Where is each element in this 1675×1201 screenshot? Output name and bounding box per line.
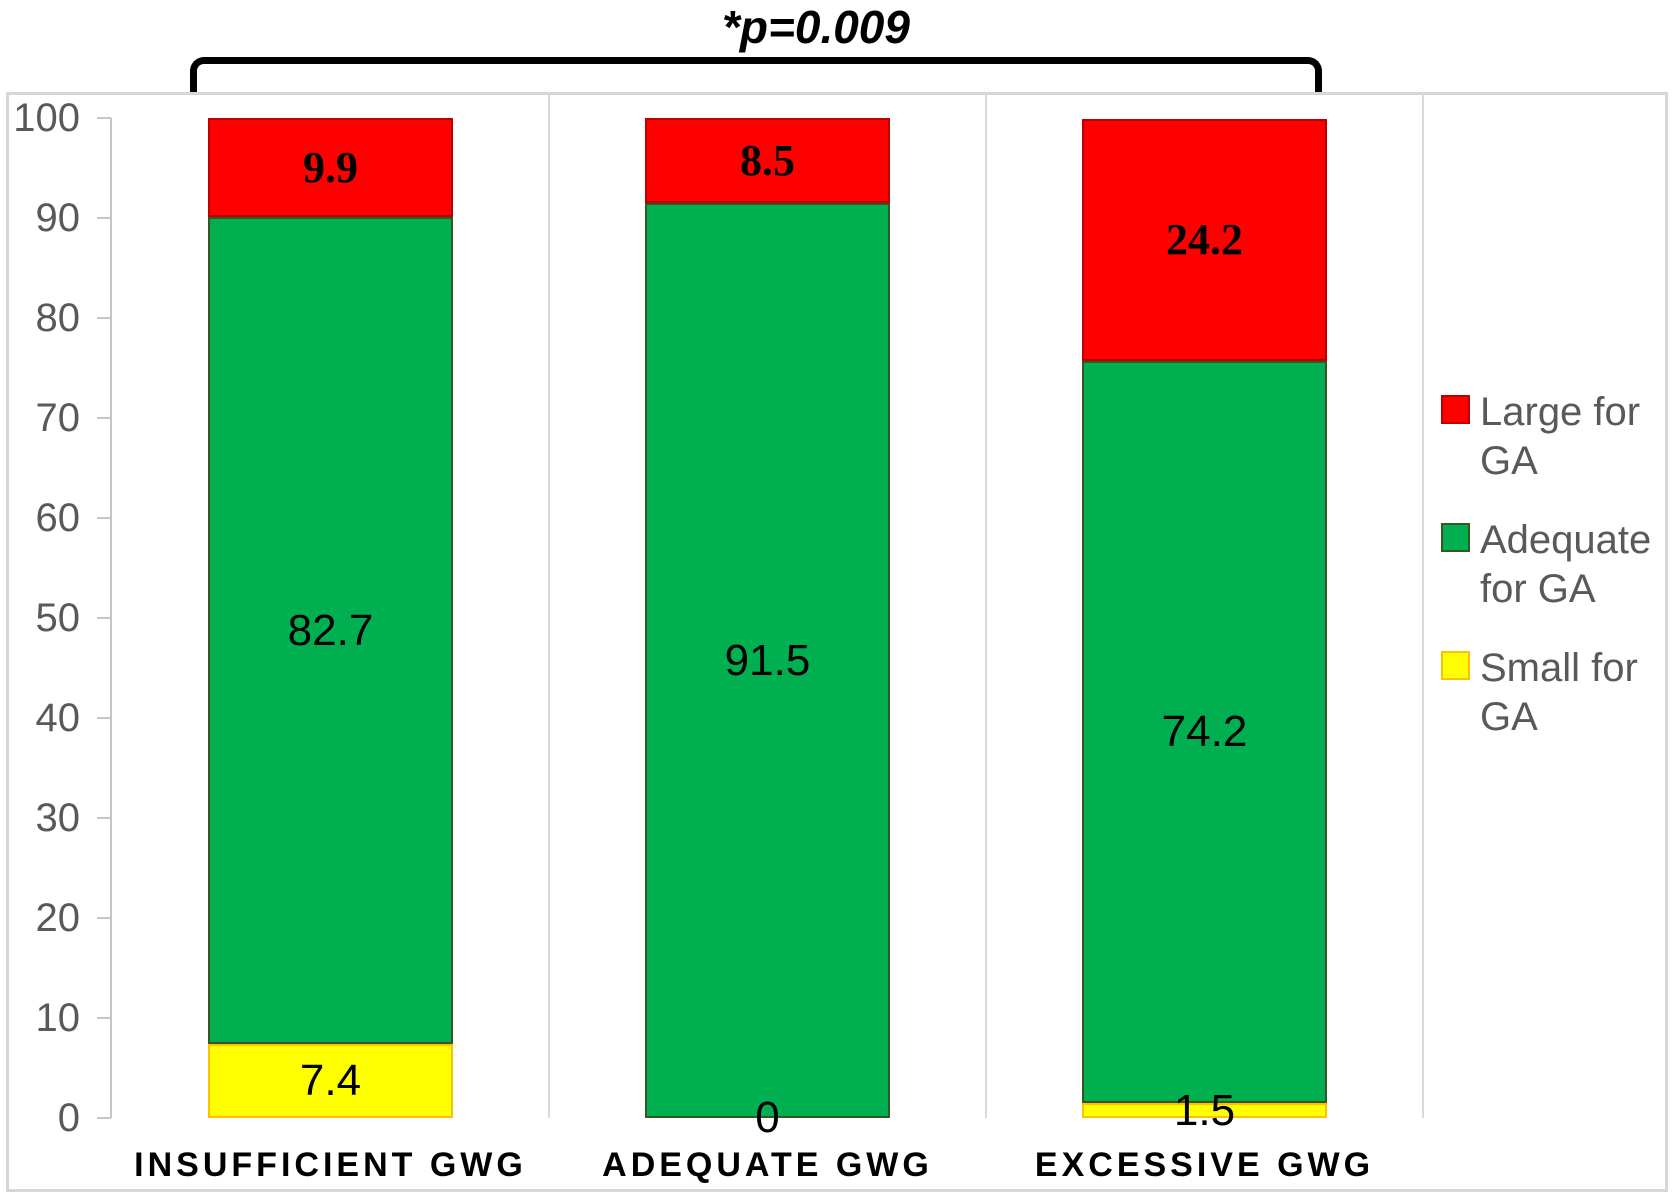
bar-segment-large-for-ga	[208, 118, 453, 217]
y-axis-tick	[97, 1017, 111, 1019]
plot-right-border	[1422, 92, 1424, 1118]
data-label-large-for-ga: 8.5	[740, 135, 795, 185]
y-axis-tick-label: 50	[35, 596, 81, 640]
bar-segment-adequate-for-ga	[1082, 361, 1327, 1103]
y-axis-tick-label: 0	[57, 1096, 80, 1140]
y-axis-tick	[97, 617, 111, 619]
legend-swatch-small-for-ga	[1441, 651, 1470, 680]
y-axis-tick	[97, 917, 111, 919]
category-separator	[985, 92, 987, 1118]
legend-label: Large for GA	[1480, 390, 1641, 483]
significance-bracket	[190, 57, 1322, 92]
legend-item-large-for-ga: Large for GA	[1441, 388, 1675, 486]
data-label-adequate-for-ga: 82.7	[287, 605, 374, 655]
category-label: EXCESSIVE GWG	[1034, 1146, 1375, 1184]
significance-label: *p=0.009	[722, 1, 910, 53]
y-axis-tick	[97, 1117, 111, 1119]
legend-label: Small for GA	[1480, 646, 1638, 739]
category-separator	[548, 92, 550, 1118]
legend-label: Adequate for GA	[1480, 518, 1652, 611]
y-axis-tick	[97, 717, 111, 719]
data-label-small-for-ga: 1.5	[1173, 1085, 1236, 1135]
bar-segment-small-for-ga	[208, 1044, 453, 1118]
y-axis-tick-label: 90	[35, 196, 81, 240]
y-axis-tick-label: 70	[35, 396, 81, 440]
data-label-adequate-for-ga: 74.2	[1161, 707, 1248, 756]
y-axis-tick	[97, 117, 111, 119]
legend-swatch-large-for-ga	[1441, 395, 1470, 424]
y-axis-tick	[97, 817, 111, 819]
data-label-large-for-ga: 24.2	[1166, 215, 1243, 264]
y-axis-tick-label: 20	[35, 896, 81, 940]
y-axis-line	[110, 118, 112, 1118]
bar-segment-adequate-for-ga	[208, 217, 453, 1044]
y-axis-tick-label: 60	[35, 496, 81, 540]
y-axis-tick	[97, 417, 111, 419]
legend-item-adequate-for-ga: Adequate for GA	[1441, 516, 1675, 614]
legend-swatch-adequate-for-ga	[1441, 523, 1470, 552]
y-axis-tick-label: 100	[13, 96, 80, 140]
category-label: ADEQUATE GWG	[602, 1146, 933, 1184]
y-axis-tick-label: 30	[35, 796, 81, 840]
bar-segment-large-for-ga	[1082, 119, 1327, 361]
data-label-large-for-ga: 9.9	[303, 142, 358, 192]
y-axis-tick-label: 80	[35, 296, 81, 340]
bar-segment-small-for-ga	[1082, 1103, 1327, 1118]
bar-segment-adequate-for-ga	[645, 203, 890, 1118]
bar-segment-large-for-ga	[645, 118, 890, 203]
y-axis-tick-label: 10	[35, 996, 81, 1040]
data-label-small-for-ga: 0	[755, 1093, 780, 1142]
data-label-adequate-for-ga: 91.5	[724, 635, 811, 685]
legend-item-small-for-ga: Small for GA	[1441, 644, 1675, 742]
category-label: INSUFFICIENT GWG	[134, 1146, 527, 1184]
y-axis-tick	[97, 217, 111, 219]
y-axis-tick	[97, 317, 111, 319]
y-axis-tick	[97, 517, 111, 519]
legend: Large for GA Adequate for GA Small for GA	[1441, 388, 1675, 742]
y-axis-tick-label: 40	[35, 696, 81, 740]
data-label-small-for-ga: 7.4	[299, 1056, 362, 1105]
